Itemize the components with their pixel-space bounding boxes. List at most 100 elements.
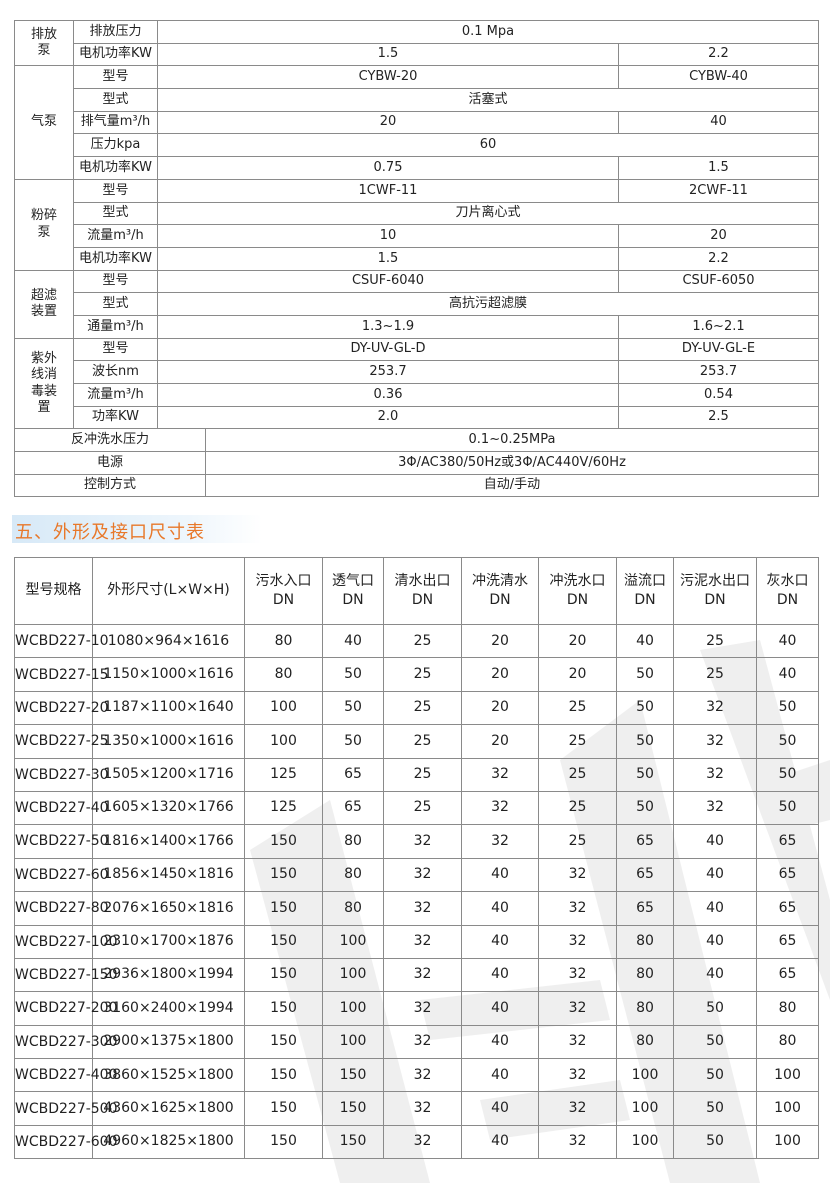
dn-cell: 20 xyxy=(538,623,617,659)
param-value-2: 253.7 xyxy=(618,360,819,384)
header-row: 型号规格 外形尺寸(L×W×H) 污水入口 DN 透气口 DN 清水出口 DN 冲洗清水 DN 冲洗… xyxy=(14,557,819,625)
dn-cell: 32 xyxy=(461,757,539,792)
dn-cell: 65 xyxy=(322,757,384,792)
model-cell: WCBD227-60 xyxy=(14,857,109,893)
param-label: 型式 xyxy=(73,201,158,226)
model-cell: WCBD227-300 xyxy=(14,1024,118,1060)
dn-cell: 40 xyxy=(673,957,757,993)
dn-cell: 80 xyxy=(756,991,819,1026)
dn-cell: 150 xyxy=(244,1124,323,1160)
param-label: 型号 xyxy=(73,65,158,90)
dn-cell: 80 xyxy=(244,623,323,659)
dimension-cell: 3160×2400×1994 xyxy=(92,991,245,1026)
param-value-2: 0.54 xyxy=(618,383,819,407)
dn-cell: 25 xyxy=(538,724,617,759)
dimension-cell: 1505×1200×1716 xyxy=(92,757,245,792)
spec-row: 电机功率KW 1.5 2.2 xyxy=(15,246,819,271)
dn-cell: 32 xyxy=(538,1058,617,1093)
dn-cell: 50 xyxy=(756,757,819,792)
group-cell: 紫外线消毒装置 xyxy=(14,337,74,430)
spec-row: 流量m³/h 10 20 xyxy=(15,224,819,248)
dn-cell: 50 xyxy=(322,690,384,726)
column-header: 透气口 DN xyxy=(322,557,384,625)
header-line: DN xyxy=(704,591,726,608)
group-label: 紫外线消毒装置 xyxy=(30,351,57,415)
dn-cell: 65 xyxy=(322,790,384,826)
param-value-2: 2CWF-11 xyxy=(618,178,819,203)
dn-cell: 20 xyxy=(538,657,617,692)
spec-row: 粉碎泵 型号 1CWF-11 2CWF-11 xyxy=(14,178,819,271)
dn-cell: 20 xyxy=(461,690,539,726)
dn-cell: 32 xyxy=(673,724,757,759)
dn-cell: 40 xyxy=(461,891,539,926)
table-row: WCBD227-80 2076×1650×1816 150 80 32 40 32 65 40 6… xyxy=(14,891,819,926)
param-value-1: 1.3~1.9 xyxy=(157,314,619,339)
dimension-cell: 4360×1625×1800 xyxy=(92,1091,245,1126)
dn-cell: 40 xyxy=(461,1091,539,1126)
dn-cell: 32 xyxy=(383,1091,462,1126)
spec-row: 电机功率KW 1.5 2.2 xyxy=(15,42,819,67)
dn-cell: 40 xyxy=(616,623,674,659)
param-label: 排放压力 xyxy=(73,20,158,44)
column-header: 污泥水出口 DN xyxy=(673,557,757,625)
header-line: DN xyxy=(411,591,434,608)
model-cell: WCBD227-150 xyxy=(14,957,118,993)
dn-cell: 32 xyxy=(383,824,462,859)
dn-cell: 40 xyxy=(673,857,757,893)
dn-cell: 32 xyxy=(383,957,462,993)
header-line: 冲洗清水 xyxy=(472,573,528,590)
model-cell: WCBD227-40 xyxy=(14,790,109,826)
dn-cell: 32 xyxy=(383,891,462,926)
param-label: 型式 xyxy=(73,88,158,112)
dn-cell: 100 xyxy=(616,1058,674,1093)
dn-cell: 32 xyxy=(538,1091,617,1126)
param-value-2: 2.2 xyxy=(618,42,819,67)
dn-cell: 100 xyxy=(756,1091,819,1126)
table-row: WCBD227-15 1150×1000×1616 80 50 25 20 20 50 25 40 xyxy=(14,657,819,692)
dimension-cell: 2900×1375×1800 xyxy=(92,1024,245,1060)
dn-cell: 150 xyxy=(244,1058,323,1093)
dn-cell: 25 xyxy=(383,623,462,659)
header-line: 溢流口 xyxy=(624,573,666,590)
param-value-1: CSUF-6040 xyxy=(157,269,619,294)
dn-cell: 25 xyxy=(383,757,462,792)
dn-cell: 50 xyxy=(616,724,674,759)
dn-cell: 65 xyxy=(616,857,674,893)
dn-cell: 50 xyxy=(616,657,674,692)
dn-cell: 32 xyxy=(538,1024,617,1060)
param-value-2: 20 xyxy=(618,224,819,248)
dn-cell: 100 xyxy=(244,724,323,759)
table-row: WCBD227-25 1350×1000×1616 100 50 25 20 25 50 32 5… xyxy=(14,724,819,759)
param-value-2: CSUF-6050 xyxy=(618,269,819,294)
row-value: 自动/手动 xyxy=(205,473,819,498)
dn-cell: 100 xyxy=(616,1091,674,1126)
column-header: 型号规格 xyxy=(14,557,93,625)
dn-cell: 50 xyxy=(616,790,674,826)
dn-cell: 150 xyxy=(322,1058,384,1093)
model-cell: WCBD227-80 xyxy=(14,891,109,926)
dn-cell: 32 xyxy=(538,991,617,1026)
spec-row: 型式 刀片离心式 xyxy=(15,201,819,226)
param-label: 电机功率KW xyxy=(73,156,158,180)
dimension-cell: 2936×1800×1994 xyxy=(92,957,245,993)
param-label: 压力kpa xyxy=(73,133,158,158)
dn-cell: 32 xyxy=(538,1124,617,1160)
param-value: 0.1 Mpa xyxy=(157,20,819,44)
dn-cell: 32 xyxy=(383,1124,462,1160)
dn-cell: 40 xyxy=(673,824,757,859)
spec-table: 排放泵 排放压力 0.1 Mpa 电机功率KW 1.5 2.2 气泵 型号 CYBW-20 CYB… xyxy=(14,19,819,498)
model-cell: WCBD227-50 xyxy=(14,824,109,859)
spec-row: 通量m³/h 1.3~1.9 1.6~2.1 xyxy=(15,314,819,339)
column-header: 冲洗清水 DN xyxy=(461,557,539,625)
dn-cell: 32 xyxy=(538,857,617,893)
table-row: WCBD227-10 1080×964×1616 80 40 25 20 20 40 25 40 xyxy=(14,623,819,659)
dimension-cell: 1816×1400×1766 xyxy=(92,824,245,859)
dn-cell: 20 xyxy=(461,623,539,659)
group-cell: 排放泵 xyxy=(14,19,74,67)
table-row: WCBD227-400 3860×1525×1800 150 150 32 40 32 100… xyxy=(14,1058,819,1093)
param-value-2: DY-UV-GL-E xyxy=(618,337,819,362)
param-label: 电机功率KW xyxy=(73,246,158,271)
spec-row: 压力kpa 60 xyxy=(15,133,819,158)
dn-cell: 50 xyxy=(322,724,384,759)
param-value-2: CYBW-40 xyxy=(618,65,819,90)
